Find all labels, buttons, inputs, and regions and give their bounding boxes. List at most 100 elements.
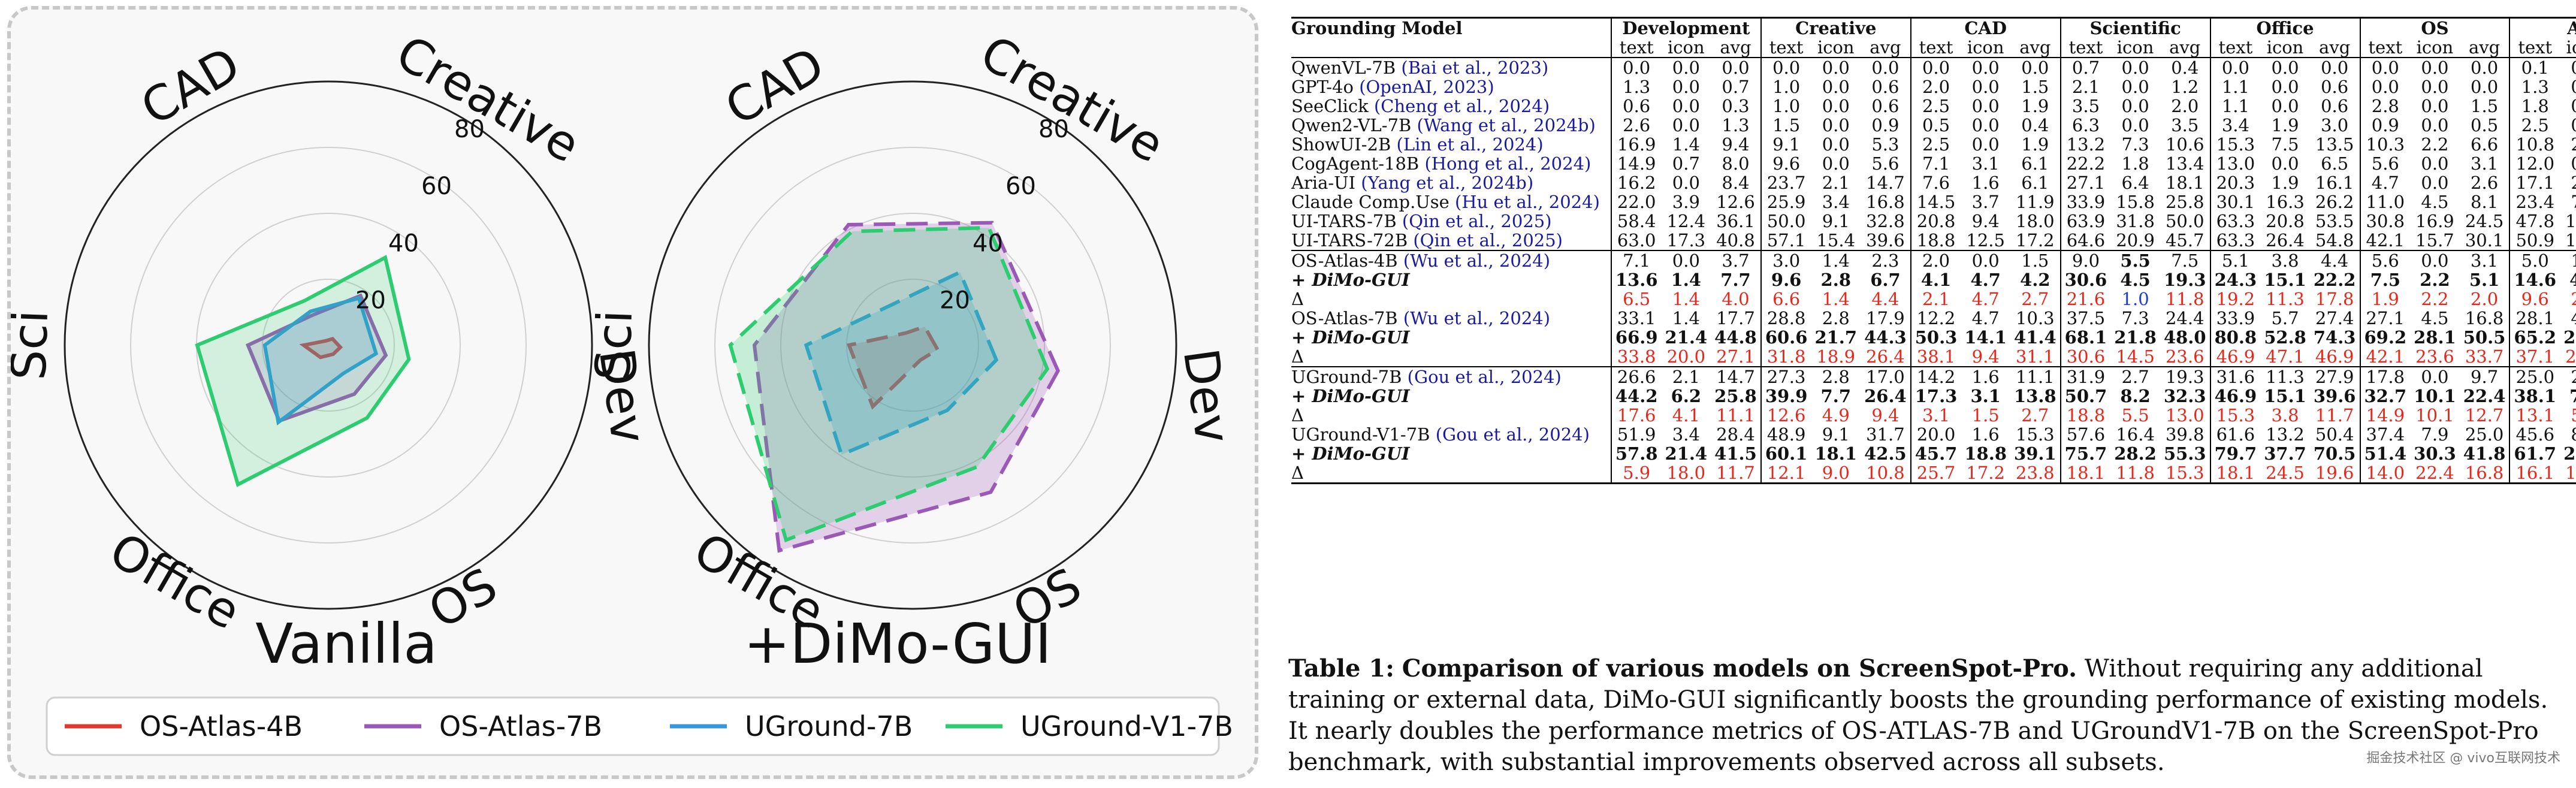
grid-ring — [714, 147, 1111, 544]
table-cell: 48.9 — [1760, 425, 1811, 444]
table-cell: 16.1 — [2315, 173, 2354, 193]
table-row: + DiMo-GUI 66.9 21.4 44.8 60.6 21.7 44.3 50.3 14… — [1291, 328, 2576, 347]
header-group: Avg — [2509, 17, 2576, 38]
table-cell: 18.1 — [2209, 463, 2261, 484]
header-sub: avg — [2309, 38, 2360, 58]
table-cell: 2.7 — [2021, 405, 2049, 425]
table-cell: 24.3 — [2563, 443, 2576, 464]
table-cell: 2.8 — [1820, 270, 1851, 290]
table-cell: 0.0 — [2121, 77, 2149, 97]
table-cell: 14.6 — [2509, 270, 2560, 289]
table-cell: 9.7 — [2459, 366, 2510, 387]
table-cell: 0.0 — [2359, 58, 2411, 77]
table-cell: 18.8 — [2059, 406, 2111, 425]
table-cell: 33.8 — [1610, 347, 1662, 367]
table-cell: 42.1 — [2359, 231, 2411, 250]
table-cell: 1.0 — [2121, 289, 2149, 309]
table-cell: 0.0 — [2121, 115, 2149, 135]
table-caption: Table 1: Comparison of various models on… — [1288, 653, 2565, 778]
header-blank — [1291, 38, 1611, 58]
header-sub: icon — [2410, 38, 2460, 58]
table-cell: 12.4 — [1666, 211, 1706, 231]
radar-axis-label-creative: Creative — [387, 25, 589, 173]
table-cell: 14.2 — [1910, 366, 1961, 387]
table-cell: 24.3 — [2209, 270, 2261, 289]
table-cell: 46.9 — [2209, 347, 2261, 367]
table-cell: 2.5 — [1910, 96, 1961, 116]
table-cell: 21.4 — [1665, 327, 1708, 348]
header-sub: icon — [1661, 38, 1711, 58]
table-cell: 38.1 — [2509, 387, 2560, 406]
table-cell: 0.0 — [2021, 58, 2049, 78]
table-cell: 22.4 — [2410, 463, 2460, 484]
radar-tick-label: 40 — [388, 230, 419, 257]
table-cell: 18.0 — [2016, 211, 2055, 231]
table-cell: 39.6 — [1866, 230, 1905, 250]
table-cell: 9.0 — [1811, 463, 1861, 484]
table-cell: 15.3 — [2209, 135, 2261, 154]
table-cell: 2.0 — [2560, 173, 2576, 192]
table-cell: 0.0 — [2271, 96, 2299, 116]
table-cell: 0.0 — [1971, 134, 2000, 155]
radar-series-os-atlas-7b — [752, 221, 1061, 553]
table-row: + DiMo-GUI 57.8 21.4 41.5 60.1 18.1 42.5 45.7 18… — [1291, 444, 2576, 463]
table-cell: 6.3 — [2059, 116, 2111, 135]
table-cell: 25.8 — [2165, 192, 2204, 212]
table-cell: 0.0 — [1672, 96, 1700, 116]
table-cell: 50.3 — [1910, 328, 1961, 347]
table-cell: 22.0 — [1610, 192, 1662, 212]
table-cell: 31.1 — [2016, 346, 2055, 367]
model-name: Δ — [1291, 289, 1304, 309]
table-cell: 14.9 — [2359, 406, 2411, 425]
table-cell: 0.0 — [1822, 77, 1850, 97]
table-row: UI-TARS-72B (Qin et al., 2025) 63.0 17.3 40… — [1291, 231, 2576, 250]
table-cell: 7.3 — [2121, 134, 2149, 155]
table-cell: 2.3 — [2560, 289, 2576, 309]
table-cell: 20.0 — [1666, 346, 1706, 367]
table-cell: 23.7 — [1760, 173, 1811, 192]
table-cell: 23.6 — [2165, 346, 2204, 367]
table-cell: 6.1 — [2021, 173, 2049, 193]
model-name: GPT-4o (OpenAI, 2023) — [1291, 77, 1494, 97]
table-row: GPT-4o (OpenAI, 2023) 1.3 0.0 0.7 1.0 0.0 0.6 2… — [1291, 77, 2576, 96]
table-cell: 10.8 — [1861, 463, 1911, 484]
model-name: + DiMo-GUI — [1291, 443, 1410, 464]
table-cell: 26.6 — [1610, 366, 1662, 387]
table-cell: 4.4 — [1871, 289, 1899, 309]
table-cell: 22.2 — [2059, 154, 2111, 173]
model-name: UI-TARS-72B (Qin et al., 2025) — [1291, 230, 1563, 250]
table-cell: 44.8 — [1714, 327, 1757, 348]
table-cell: 4.5 — [2421, 192, 2449, 212]
table-cell: 47.8 — [2509, 212, 2560, 231]
radar-tick-label: 60 — [1005, 173, 1036, 200]
model-name: + DiMo-GUI — [1291, 386, 1410, 406]
table-cell: 50.7 — [2059, 387, 2111, 406]
radar-axis-label-sci: Sci — [11, 309, 59, 381]
table-cell: 0.0 — [2471, 77, 2499, 97]
table-cell: 23.8 — [2010, 463, 2061, 484]
table-cell: 11.1 — [2010, 366, 2061, 387]
table-cell: 6.5 — [1610, 289, 1662, 309]
caption-label: Table 1: — [1288, 654, 1394, 683]
table-cell: 1.2 — [2171, 77, 2199, 97]
table-cell: 12.6 — [1716, 192, 1755, 212]
table-cell: 7.1 — [1610, 250, 1662, 270]
table-cell: 4.5 — [2421, 308, 2449, 328]
table-cell: 21.8 — [2114, 327, 2157, 348]
table-cell: 2.1 — [1910, 289, 1961, 309]
table-cell: 57.1 — [1760, 231, 1811, 250]
table-cell: 63.9 — [2059, 212, 2111, 231]
table-cell: 0.0 — [2359, 77, 2411, 96]
radar-series-uground-v1-7b — [195, 255, 411, 487]
table-cell: 3.1 — [2471, 153, 2499, 174]
table-row: Δ 33.8 20.0 27.1 31.8 18.9 26.4 38.1 9.4 31.1 30.6… — [1291, 347, 2576, 367]
table-cell: 37.7 — [2264, 443, 2306, 464]
table-cell: 58.4 — [1610, 212, 1662, 231]
table-cell: 6.6 — [1760, 289, 1811, 309]
table-cell: 2.8 — [1822, 308, 1850, 328]
radar-tick-label: 20 — [355, 287, 386, 315]
table-cell: 11.8 — [2165, 289, 2204, 309]
table-cell: 46.9 — [2315, 346, 2354, 367]
table-cell: 15.1 — [2264, 270, 2306, 290]
table-cell: 0.2 — [2560, 116, 2576, 135]
